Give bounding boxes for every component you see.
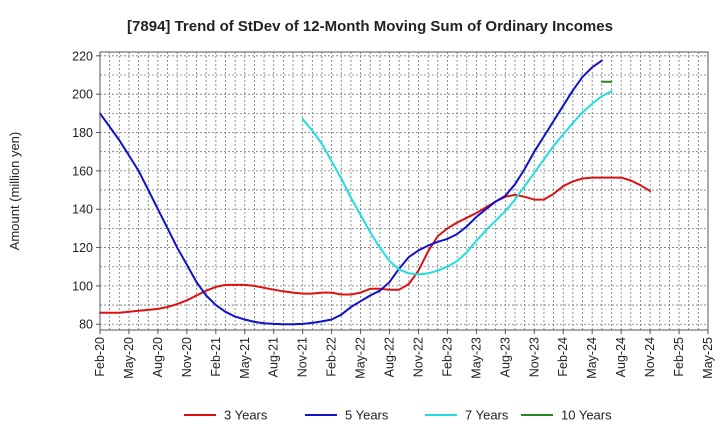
y-tick-label: 220 bbox=[72, 49, 93, 63]
x-tick-label: Aug-22 bbox=[383, 337, 397, 377]
x-tick-label: Feb-20 bbox=[93, 337, 107, 377]
x-tick-label: Nov-20 bbox=[180, 337, 194, 377]
x-tick-label: May-20 bbox=[122, 337, 136, 379]
chart-title: [7894] Trend of StDev of 12-Month Moving… bbox=[127, 18, 613, 35]
x-tick-label: Feb-25 bbox=[672, 337, 686, 377]
x-tick-label: Feb-23 bbox=[440, 337, 454, 377]
x-tick-label: Feb-22 bbox=[325, 337, 339, 377]
grid bbox=[100, 52, 708, 330]
legend-label-3: 7 Years bbox=[465, 408, 509, 423]
series-lines bbox=[99, 59, 652, 326]
x-tick-label: Aug-24 bbox=[614, 337, 628, 377]
x-tick-label: Nov-21 bbox=[296, 337, 310, 377]
series-line-1 bbox=[99, 176, 652, 314]
x-tick-label: Aug-21 bbox=[267, 337, 281, 377]
x-tick-label: Feb-24 bbox=[556, 337, 570, 377]
y-tick-label: 100 bbox=[72, 279, 93, 293]
y-tick-labels: 80 100 120 140 160 180 200 220 bbox=[72, 49, 100, 332]
series-line-3 bbox=[301, 90, 613, 276]
y-tick-label: 200 bbox=[72, 88, 93, 102]
x-tick-label: Feb-21 bbox=[209, 337, 223, 377]
plot-frame bbox=[99, 51, 709, 331]
x-tick-label: Aug-20 bbox=[151, 337, 165, 377]
x-tick-label: Nov-24 bbox=[643, 337, 657, 377]
y-axis-label: Amount (million yen) bbox=[7, 132, 22, 251]
y-tick-label: 180 bbox=[72, 126, 93, 140]
x-tick-label: May-23 bbox=[469, 337, 483, 379]
y-tick-label: 140 bbox=[72, 203, 93, 217]
legend: 3 Years 5 Years 7 Years 10 Years bbox=[184, 408, 612, 423]
legend-label-4: 10 Years bbox=[561, 408, 612, 423]
x-tick-label: May-24 bbox=[585, 337, 599, 379]
x-tick-label: May-25 bbox=[701, 337, 715, 379]
series-line-2 bbox=[99, 59, 603, 326]
x-tick-label: Nov-22 bbox=[411, 337, 425, 377]
x-tick-label: Aug-23 bbox=[498, 337, 512, 377]
x-tick-label: May-22 bbox=[354, 337, 368, 379]
x-tick-labels: Feb-20 May-20 Aug-20 Nov-20 Feb-21 May-21 Aug-… bbox=[93, 330, 715, 379]
legend-label-2: 5 Years bbox=[345, 408, 389, 423]
legend-label-1: 3 Years bbox=[224, 408, 268, 423]
x-tick-label: May-21 bbox=[238, 337, 252, 379]
y-tick-label: 80 bbox=[79, 318, 93, 332]
y-tick-label: 160 bbox=[72, 164, 93, 178]
x-tick-label: Nov-23 bbox=[527, 337, 541, 377]
y-tick-label: 120 bbox=[72, 241, 93, 255]
